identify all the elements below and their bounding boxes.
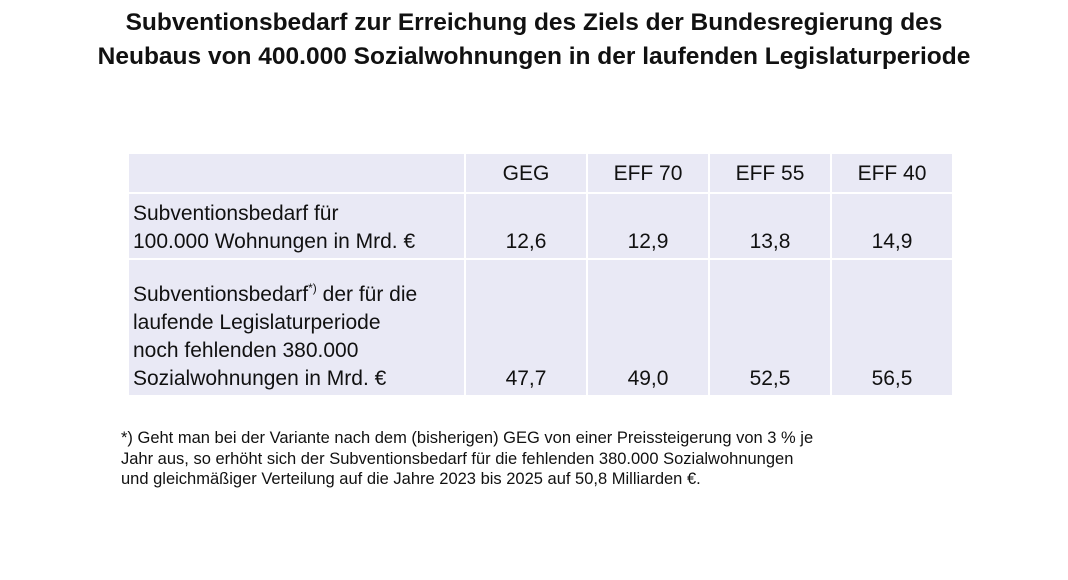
column-header-eff40: EFF 40 xyxy=(832,154,952,192)
title-line-2: Neubaus von 400.000 Sozialwohnungen in d… xyxy=(97,43,971,70)
footnote-line: *) Geht man bei der Variante nach dem (b… xyxy=(121,429,814,447)
table-cell: 49,0 xyxy=(588,260,708,395)
row-label-text: Subventionsbedarf xyxy=(133,283,309,306)
table-header-row: GEG EFF 70 EFF 55 EFF 40 xyxy=(129,154,952,192)
column-header-geg: GEG xyxy=(466,154,586,192)
row-label: Subventionsbedarf für 100.000 Wohnungen … xyxy=(129,194,464,258)
footnote: *) Geht man bei der Variante nach dem (b… xyxy=(121,428,951,490)
header-empty-cell xyxy=(129,154,464,192)
table-cell: 12,9 xyxy=(588,194,708,258)
table-row: Subventionsbedarf für 100.000 Wohnungen … xyxy=(129,194,952,258)
subsidy-table: GEG EFF 70 EFF 55 EFF 40 Subventionsbeda… xyxy=(127,152,954,397)
page-title: Subventionsbedarf zur Erreichung des Zie… xyxy=(0,6,1068,74)
row-label-line: Subventionsbedarf*) der für die xyxy=(133,281,464,309)
footnote-line: und gleichmäßiger Verteilung auf die Jah… xyxy=(121,470,701,488)
column-header-eff70: EFF 70 xyxy=(588,154,708,192)
table-cell: 12,6 xyxy=(466,194,586,258)
table-cell: 14,9 xyxy=(832,194,952,258)
row-label-line: noch fehlenden 380.000 xyxy=(133,339,359,362)
table-cell: 52,5 xyxy=(710,260,830,395)
title-line-1: Subventionsbedarf zur Erreichung des Zie… xyxy=(125,9,943,36)
footnote-line: Jahr aus, so erhöht sich der Subventions… xyxy=(121,449,794,468)
row-label-text: der für die xyxy=(316,283,418,306)
row-label-line: Sozialwohnungen in Mrd. € xyxy=(133,367,387,390)
row-label-line: Subventionsbedarf für xyxy=(133,202,339,225)
row-label-line: 100.000 Wohnungen in Mrd. € xyxy=(133,230,416,253)
table-cell: 13,8 xyxy=(710,194,830,258)
footnote-marker: *) xyxy=(308,281,317,295)
column-header-eff55: EFF 55 xyxy=(710,154,830,192)
table-cell: 56,5 xyxy=(832,260,952,395)
row-label: Subventionsbedarf*) der für die laufende… xyxy=(129,260,464,395)
row-label-line: laufende Legislaturperiode xyxy=(133,311,381,334)
table-row: Subventionsbedarf*) der für die laufende… xyxy=(129,260,952,395)
table-cell: 47,7 xyxy=(466,260,586,395)
